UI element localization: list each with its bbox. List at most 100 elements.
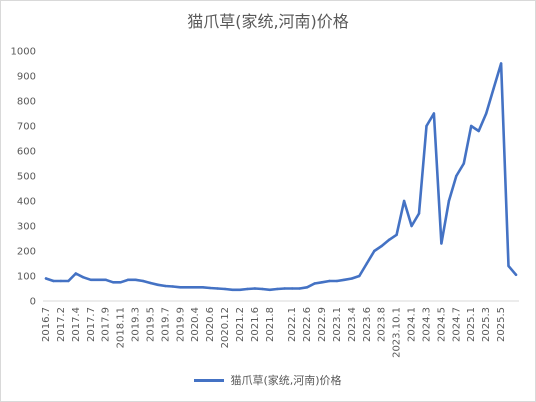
data-point: [111, 281, 115, 284]
data-point: [104, 278, 107, 281]
y-tick-label: 600: [17, 147, 36, 158]
x-tick-label: 2018.11: [116, 307, 127, 348]
data-point: [514, 273, 518, 276]
y-tick-label: 800: [17, 97, 36, 108]
data-point: [358, 274, 361, 278]
x-tick-label: 2021.2: [235, 307, 246, 342]
x-tick-label: 2023.4: [347, 307, 358, 342]
series-line: [44, 62, 518, 292]
data-point: [320, 281, 324, 284]
x-tick-label: 2022.6: [302, 307, 313, 342]
x-tick-label: 2022.1: [287, 307, 298, 342]
data-point: [365, 262, 368, 265]
data-point: [216, 287, 219, 290]
data-point: [410, 224, 413, 228]
x-tick-label: 2020.6: [205, 307, 216, 342]
data-point: [171, 285, 175, 288]
data-point: [507, 264, 510, 268]
data-point: [470, 124, 473, 128]
data-point: [164, 284, 167, 288]
data-point: [67, 279, 70, 283]
legend: 猫爪草(家统,河南)价格: [0, 372, 536, 388]
y-tick-label: 0: [30, 297, 36, 308]
data-point: [194, 286, 197, 289]
data-point: [89, 278, 92, 281]
data-point: [208, 286, 212, 290]
x-tick-label: 2023.10.1: [392, 307, 403, 358]
x-tick-label: 2024.1: [407, 307, 418, 342]
data-point: [373, 249, 376, 253]
x-tick-label: 2017.7: [86, 307, 97, 342]
x-tick-label: 2019.5: [145, 307, 156, 342]
x-tick-label: 2020.12: [220, 307, 231, 348]
y-tick-label: 500: [17, 172, 36, 183]
data-point: [350, 277, 354, 280]
y-tick-label: 700: [17, 122, 36, 133]
data-point: [134, 278, 137, 281]
legend-line-swatch: [194, 378, 225, 382]
x-tick-label: 2017.2: [56, 307, 67, 342]
data-point: [432, 112, 436, 115]
data-point: [290, 287, 294, 290]
data-point: [231, 288, 234, 291]
data-point: [156, 283, 160, 286]
data-point: [201, 286, 204, 289]
x-tick-label: 2020.4: [190, 307, 201, 342]
x-tick-label: 2021.8: [265, 307, 276, 342]
data-point: [335, 279, 339, 283]
x-tick-label: 2016.7: [41, 307, 52, 342]
y-tick-label: 100: [17, 272, 36, 283]
x-tick-label: 2025.1: [466, 307, 477, 342]
data-point: [417, 212, 421, 215]
data-point: [328, 279, 331, 283]
y-tick-label: 400: [17, 197, 36, 208]
data-point: [276, 287, 279, 291]
data-point: [380, 244, 383, 248]
data-point: [477, 129, 480, 133]
data-point: [44, 277, 48, 280]
x-tick-label: 2019.7: [160, 307, 171, 342]
x-tick-label: 2024.7: [451, 307, 462, 342]
data-point: [425, 124, 428, 128]
data-point: [387, 238, 391, 241]
y-tick-label: 300: [17, 222, 36, 233]
data-point: [179, 286, 182, 289]
data-point: [395, 233, 398, 236]
data-point: [261, 287, 264, 291]
data-point: [186, 286, 189, 289]
data-point: [343, 278, 346, 281]
data-point: [313, 282, 316, 285]
x-tick-label: 2023.8: [377, 307, 388, 342]
data-point: [499, 62, 503, 65]
data-point: [74, 272, 78, 275]
x-tick-label: 2024.3: [421, 307, 432, 342]
x-tick-label: 2023.6: [362, 307, 373, 342]
x-tick-label: 2017.9: [101, 307, 112, 342]
x-tick-label: 2025.5: [496, 307, 507, 342]
x-tick-label: 2023.1: [332, 307, 343, 342]
legend-label: 猫爪草(家统,河南)价格: [230, 374, 342, 387]
x-tick-label: 2017.4: [71, 307, 82, 342]
data-point: [59, 279, 63, 283]
x-tick-label: 2019.3: [131, 307, 142, 342]
x-tick-label: 2022.9: [317, 307, 328, 342]
data-point: [440, 242, 443, 245]
data-point: [402, 199, 406, 203]
data-point: [283, 287, 286, 290]
x-tick-label: 2021.6: [250, 307, 261, 342]
data-point: [298, 287, 301, 290]
data-point: [253, 287, 257, 290]
y-tick-label: 900: [17, 72, 36, 83]
data-point: [141, 279, 145, 283]
x-tick-label: 2019.9: [175, 307, 186, 342]
y-tick-label: 200: [17, 247, 36, 258]
data-point: [223, 287, 227, 291]
chart-title: 猫爪草(家统,河南)价格: [187, 12, 349, 31]
y-tick-label: 1000: [11, 47, 36, 58]
x-tick-label: 2024.5: [436, 307, 447, 342]
data-point: [149, 281, 152, 285]
data-point: [126, 278, 130, 281]
data-point: [305, 286, 309, 289]
